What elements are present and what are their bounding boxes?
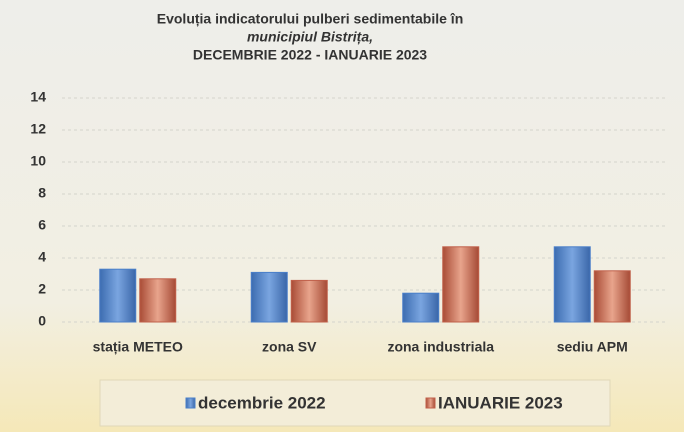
bar	[290, 279, 328, 323]
bar	[553, 246, 591, 323]
legend-box	[99, 379, 611, 427]
legend-swatch	[425, 397, 436, 409]
legend-label: IANUARIE 2023	[438, 393, 563, 412]
title-line: municipiul Bistrița,	[247, 29, 373, 45]
legend-swatch	[185, 397, 196, 409]
y-tick-label: 8	[38, 185, 46, 201]
y-tick-label: 0	[38, 313, 46, 329]
y-tick-label: 12	[30, 121, 46, 137]
bar	[250, 271, 288, 323]
title-line: DECEMBRIE 2022 - IANUARIE 2023	[193, 47, 427, 63]
legend-label: decembrie 2022	[198, 393, 326, 412]
title-line: Evoluția indicatorului pulberi sedimenta…	[157, 11, 464, 27]
x-tick-label: sediu APM	[557, 339, 628, 355]
y-tick-label: 6	[38, 217, 46, 233]
bar	[593, 270, 631, 323]
bar	[402, 292, 440, 323]
x-tick-label: zona industriala	[387, 339, 494, 355]
y-tick-label: 4	[38, 249, 46, 265]
y-tick-label: 14	[30, 89, 46, 105]
x-tick-label: zona SV	[262, 339, 317, 355]
y-tick-label: 10	[30, 153, 46, 169]
y-tick-label: 2	[38, 281, 46, 297]
bar	[99, 268, 137, 323]
x-tick-label: stația METEO	[93, 339, 183, 355]
bar	[139, 278, 177, 323]
bar	[442, 246, 480, 323]
